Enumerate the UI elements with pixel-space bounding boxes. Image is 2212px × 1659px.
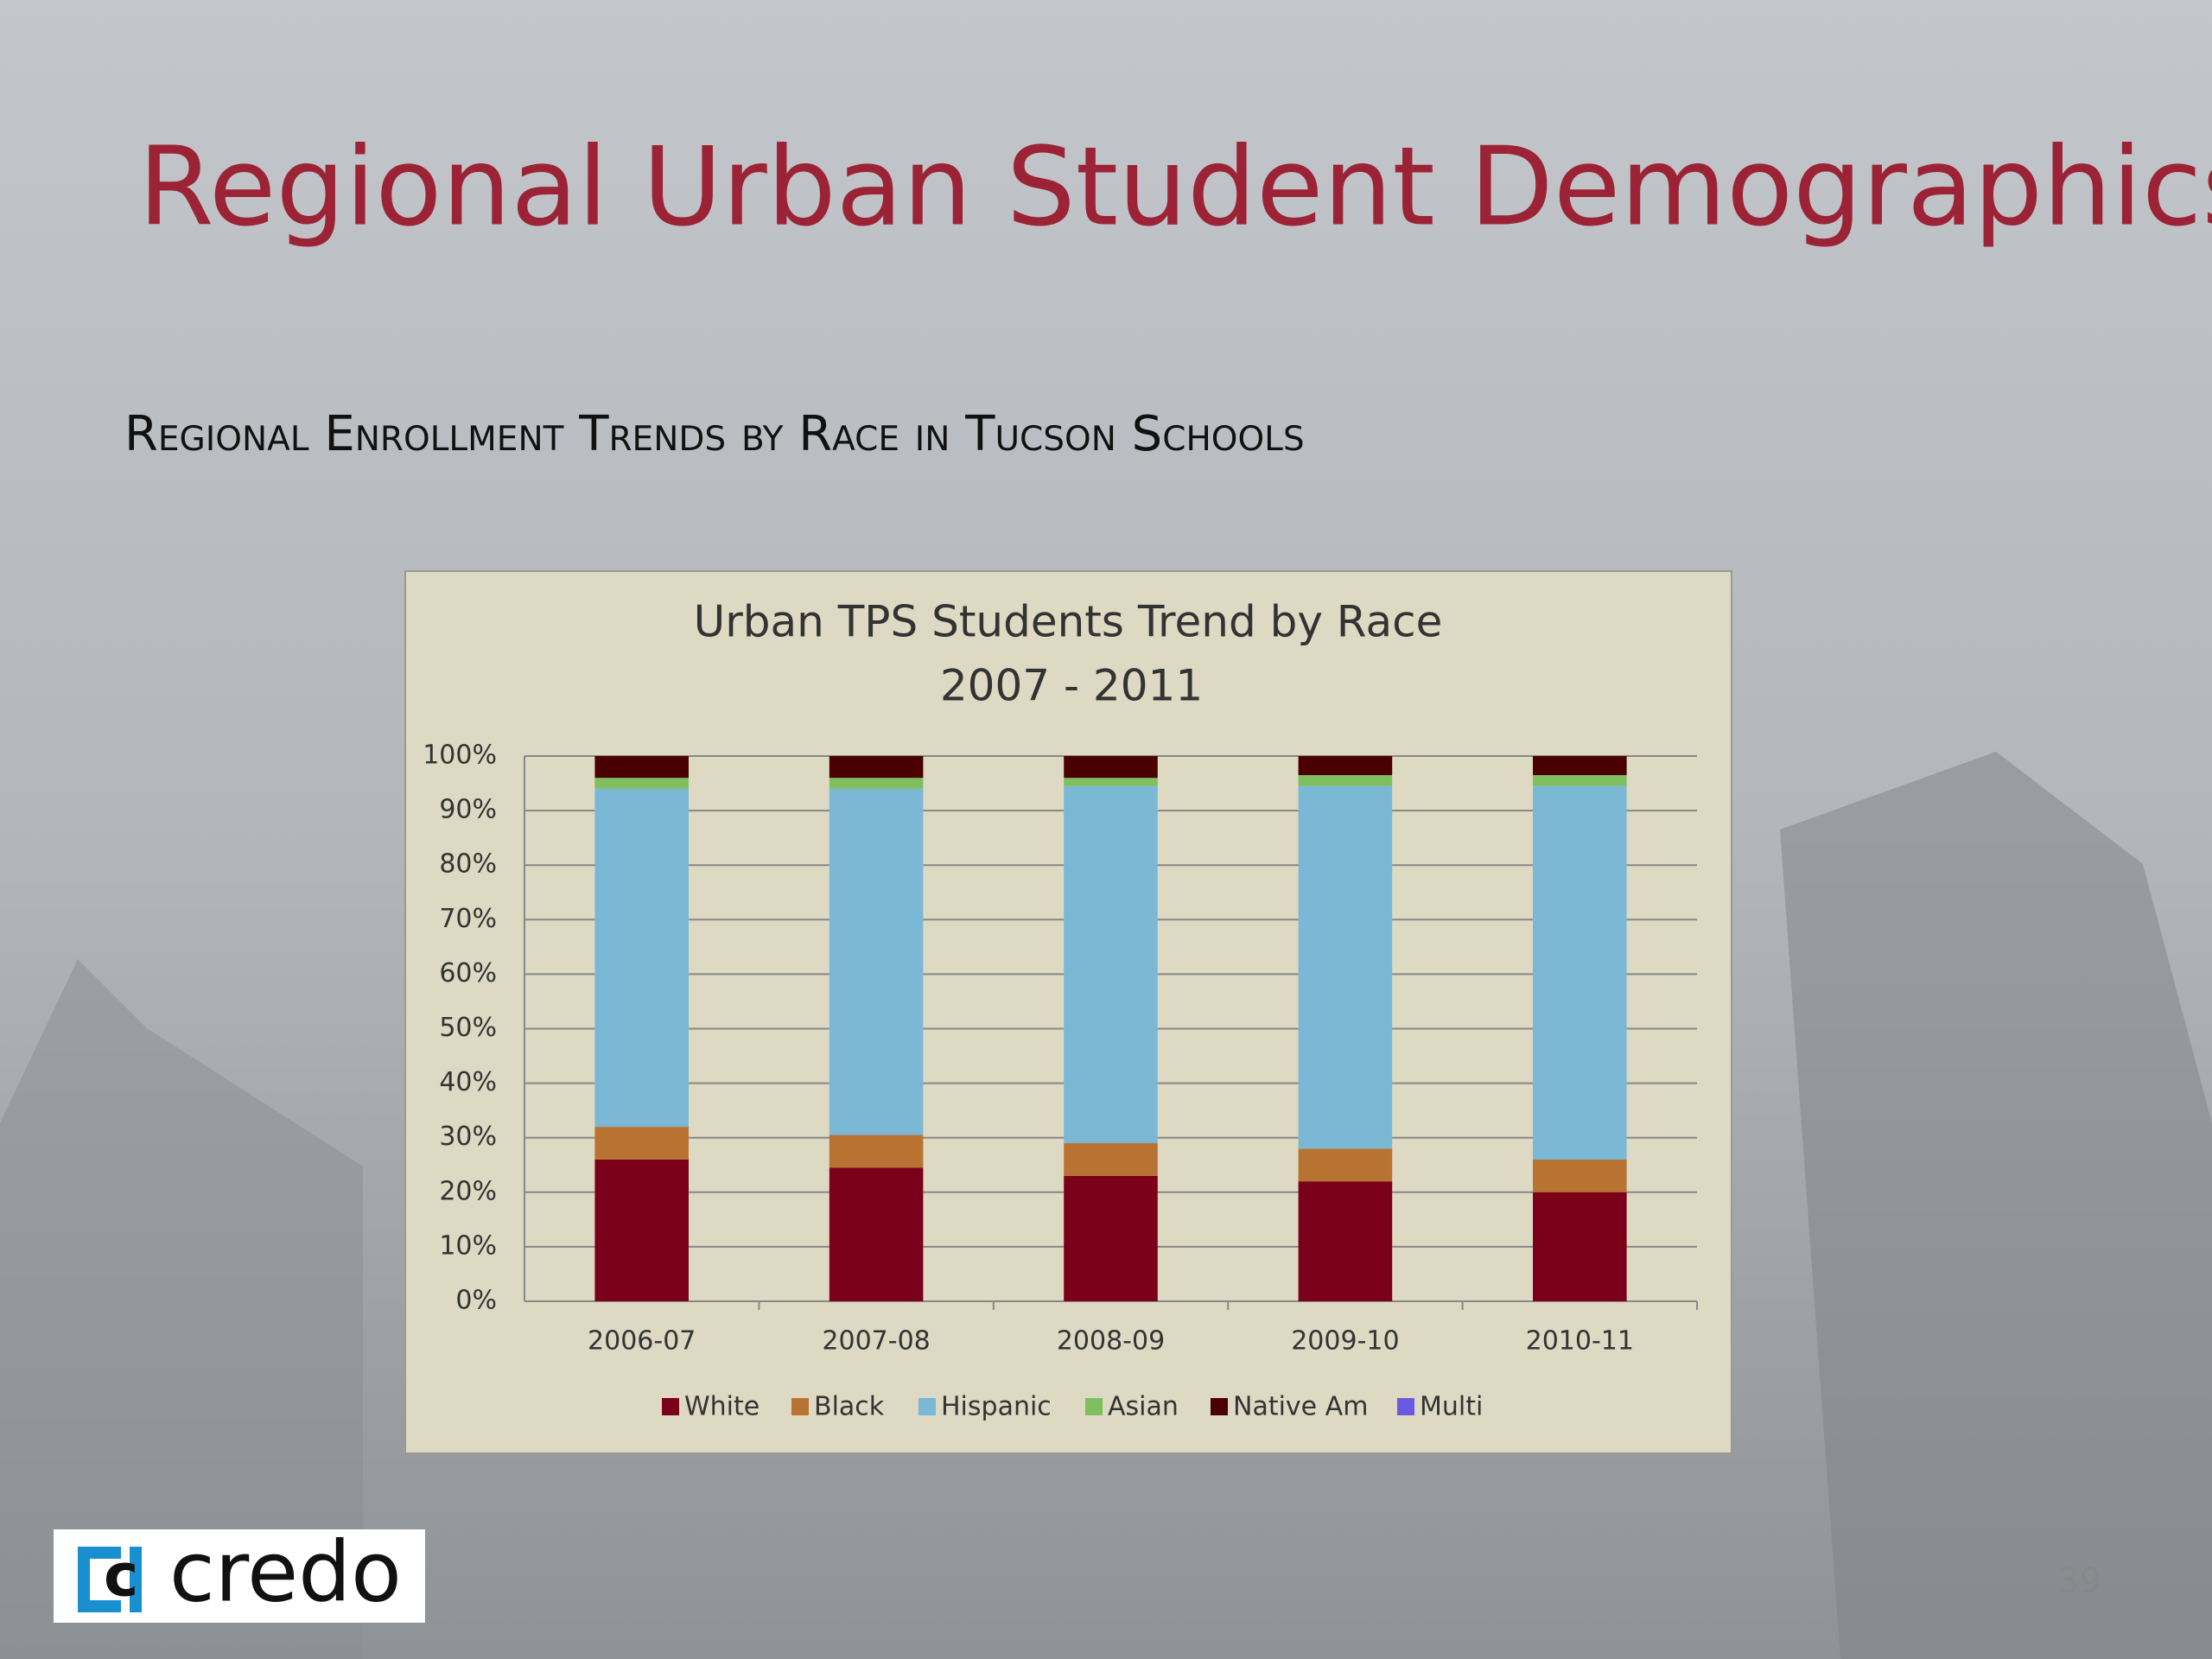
x-tick-label: 2009-10	[1291, 1326, 1399, 1357]
legend-swatch	[1397, 1398, 1414, 1415]
bar-segment	[1298, 1148, 1393, 1182]
legend-swatch	[791, 1398, 809, 1415]
bar-segment	[1533, 1159, 1627, 1192]
bar-segment	[1064, 756, 1158, 779]
bar-segment	[1064, 1175, 1158, 1301]
bar-segment	[1533, 775, 1627, 786]
bar-segment	[594, 778, 689, 789]
bar-segment	[594, 756, 689, 779]
slide-title: Regional Urban Student Demographics	[138, 124, 2212, 251]
x-tick-label: 2010-11	[1526, 1326, 1634, 1357]
legend-swatch	[662, 1398, 679, 1415]
bar-segment	[829, 756, 924, 779]
legend-label: Asian	[1108, 1392, 1179, 1422]
bar-segment	[594, 1127, 689, 1160]
logo-icon	[78, 1547, 142, 1612]
bar-segment	[594, 788, 689, 1128]
bar-segment	[829, 788, 924, 1135]
bar-segment	[829, 778, 924, 789]
legend-swatch	[1085, 1398, 1103, 1415]
legend-label: Native Am	[1233, 1392, 1368, 1422]
x-tick-label: 2007-08	[822, 1326, 930, 1357]
x-tick-label: 2006-07	[588, 1326, 696, 1357]
legend-label: White	[684, 1392, 760, 1422]
building	[1780, 752, 2212, 1659]
y-tick-label: 80%	[439, 849, 497, 880]
slide-subtitle: Regional Enrollment Trends by Race in Tu…	[124, 406, 1305, 462]
logo-c: c	[104, 1542, 138, 1611]
bar-segment	[1064, 1143, 1158, 1176]
y-tick-label: 0%	[455, 1286, 497, 1316]
plot: 0% 10% 20% 30% 40% 50% 60% 70% 80% 90% 100% 2006-07…	[423, 741, 1698, 1422]
bar-segment	[1533, 785, 1627, 1160]
legend-swatch	[1211, 1398, 1228, 1415]
bar-segment	[1533, 1192, 1627, 1301]
bar-segment	[829, 1135, 924, 1168]
x-tick-label: 2008-09	[1057, 1326, 1165, 1357]
y-tick-label: 70%	[439, 904, 497, 934]
bar-segment	[1298, 775, 1393, 786]
building	[0, 959, 363, 1659]
chart-subtitle: 2007 - 2011	[940, 661, 1203, 711]
y-tick-label: 60%	[439, 958, 497, 988]
y-tick-label: 50%	[439, 1013, 497, 1043]
y-tick-label: 10%	[439, 1230, 497, 1261]
legend-label: Black	[814, 1392, 885, 1422]
bar-segment	[1533, 756, 1627, 776]
y-tick-label: 100%	[423, 741, 497, 771]
legend-label: Hispanic	[941, 1392, 1052, 1422]
bar-segment	[594, 1159, 689, 1301]
legend-swatch	[918, 1398, 936, 1415]
logo-text: credo	[169, 1523, 402, 1620]
legend-label: Multi	[1420, 1392, 1483, 1422]
y-tick-label: 30%	[439, 1122, 497, 1152]
y-tick-label: 40%	[439, 1067, 497, 1097]
bar-segment	[1064, 785, 1158, 1144]
bar-segment	[1298, 1181, 1393, 1301]
y-tick-label: 20%	[439, 1176, 497, 1206]
bar-segment	[1298, 756, 1393, 776]
bar-segment	[829, 1167, 924, 1301]
bar-segment	[1298, 785, 1393, 1149]
page-number: 39	[2057, 1561, 2101, 1601]
chart-title: Urban TPS Students Trend by Race	[694, 597, 1443, 647]
bar-segment	[1064, 778, 1158, 786]
y-tick-label: 90%	[439, 795, 497, 825]
